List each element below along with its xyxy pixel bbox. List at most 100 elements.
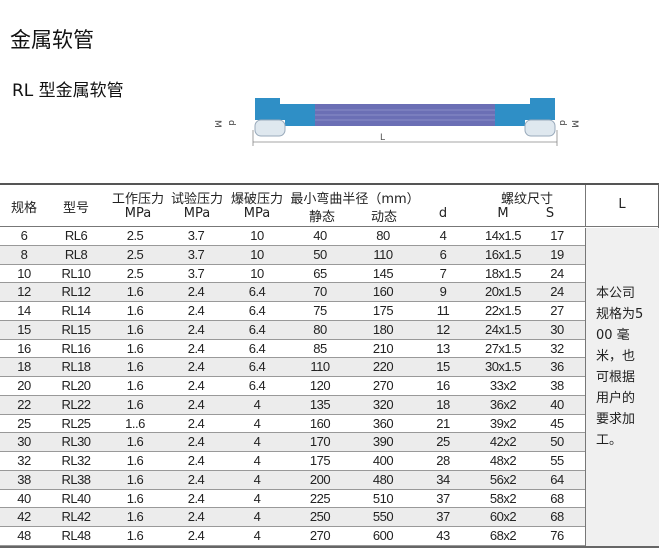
cell-thread-m: 18x1.5 [484,265,522,281]
cell-static-radius: 170 [309,434,331,450]
label-m-right: M [569,120,579,128]
label-l: L [380,133,385,143]
cell-s: 27 [550,303,564,318]
cell-dynamic-radius: 80 [376,228,390,243]
cell-burst-pressure: 10 [250,228,264,243]
table-row: 18 RL18 1.6 2.4 6.4 110 220 15 30x1.5 36 [0,358,585,377]
cell-static-radius: 85 [313,340,327,356]
table-row: 32 RL32 1.6 2.4 4 175 400 28 48x2 55 [0,452,585,471]
header-work-pressure: 工作压力 [111,192,165,207]
cell-d: 15 [436,359,450,375]
cell-s: 24 [550,284,564,300]
cell-dynamic-radius: 390 [372,434,394,450]
cell-s: 55 [550,453,564,468]
cell-s: 30 [550,321,564,337]
table-row: 20 RL20 1.6 2.4 6.4 120 270 16 33x2 38 [0,377,585,396]
header-spec: 规格 [10,201,38,216]
cell-static-radius: 40 [313,228,327,243]
header-burst-unit: MPa [243,206,271,221]
table-row: 40 RL40 1.6 2.4 4 225 510 37 58x2 68 [0,490,585,509]
cell-dynamic-radius: 600 [372,528,394,543]
cell-dynamic-radius: 360 [372,415,394,431]
label-m-left: M [212,120,222,128]
cell-burst-pressure: 6.4 [248,303,266,318]
cell-static-radius: 65 [313,265,327,281]
table-row: 48 RL48 1.6 2.4 4 270 600 43 68x2 76 [0,527,585,546]
cell-s: 68 [550,490,564,506]
cell-burst-pressure: 4 [253,396,261,412]
cell-test-pressure: 2.4 [187,396,205,412]
cell-work-pressure: 1.6 [126,528,144,543]
cell-test-pressure: 3.7 [187,265,205,281]
cell-s: 68 [550,509,564,525]
cell-static-radius: 50 [313,246,327,262]
table-row: 12 RL12 1.6 2.4 6.4 70 160 9 20x1.5 24 [0,283,585,302]
cell-static-radius: 110 [310,359,330,375]
left-fitting [255,98,315,126]
cell-model: RL8 [64,246,88,262]
cell-dynamic-radius: 110 [373,246,393,262]
cell-dynamic-radius: 320 [372,396,394,412]
cell-test-pressure: 2.4 [187,378,205,393]
cell-work-pressure: 2.5 [126,228,144,243]
table-row: 6 RL6 2.5 3.7 10 40 80 4 14x1.5 17 [0,227,585,246]
cell-work-pressure: 1.6 [126,378,144,393]
header-model: 型号 [62,201,90,216]
cell-thread-m: 16x1.5 [484,246,522,262]
cell-model: RL22 [61,396,91,412]
cell-burst-pressure: 6.4 [248,378,266,393]
cell-work-pressure: 1.6 [126,303,144,318]
cell-model: RL16 [61,340,91,356]
cell-static-radius: 250 [309,509,331,525]
cell-dynamic-radius: 480 [372,471,394,487]
cell-work-pressure: 2.5 [126,265,144,281]
cell-model: RL40 [61,490,91,506]
cell-thread-m: 68x2 [489,528,517,543]
header-divider [585,185,586,227]
cell-test-pressure: 2.4 [187,284,205,300]
header-d: d [438,206,448,221]
l-column: 本公司规格为500 毫米，也可根据用户的要求加工。 [585,228,659,546]
cell-burst-pressure: 10 [250,265,264,281]
cell-work-pressure: 1.6 [126,359,144,375]
cell-model: RL12 [61,284,91,300]
cell-dynamic-radius: 270 [372,378,394,393]
cell-s: 64 [550,471,564,487]
cell-static-radius: 70 [313,284,327,300]
cell-thread-m: 30x1.5 [484,359,522,375]
cell-burst-pressure: 4 [253,434,261,450]
cell-d: 13 [436,340,450,356]
cell-work-pressure: 1.6 [126,284,144,300]
cell-spec: 12 [17,284,31,300]
table-row: 8 RL8 2.5 3.7 10 50 110 6 16x1.5 19 [0,245,585,265]
cell-thread-m: 42x2 [489,434,517,450]
cell-work-pressure: 2.5 [126,246,144,262]
header-static: 静态 [308,210,336,225]
header-thread: 螺纹尺寸 [500,192,554,207]
cell-burst-pressure: 6.4 [248,321,266,337]
cell-spec: 38 [17,471,31,487]
cell-d: 34 [436,471,450,487]
table-row: 22 RL22 1.6 2.4 4 135 320 18 36x2 40 [0,395,585,415]
cell-d: 12 [436,321,450,337]
cell-static-radius: 160 [309,415,331,431]
cell-static-radius: 225 [309,490,331,506]
cell-thread-m: 48x2 [489,453,517,468]
cell-spec: 6 [20,228,28,243]
cell-test-pressure: 2.4 [187,471,205,487]
cell-model: RL48 [61,528,91,543]
cell-spec: 15 [17,321,31,337]
cell-dynamic-radius: 180 [372,321,394,337]
cell-work-pressure: 1.6 [126,471,144,487]
cell-spec: 32 [17,453,31,468]
cell-thread-m: 22x1.5 [484,303,522,318]
cell-dynamic-radius: 510 [372,490,394,506]
table-row: 30 RL30 1.6 2.4 4 170 390 25 42x2 50 [0,433,585,452]
cell-test-pressure: 2.4 [187,303,205,318]
cell-static-radius: 270 [309,528,331,543]
cell-work-pressure: 1.6 [126,453,144,468]
cell-model: RL10 [61,265,91,281]
cell-s: 38 [550,378,564,393]
cell-model: RL25 [61,415,91,431]
cell-burst-pressure: 4 [253,528,261,543]
